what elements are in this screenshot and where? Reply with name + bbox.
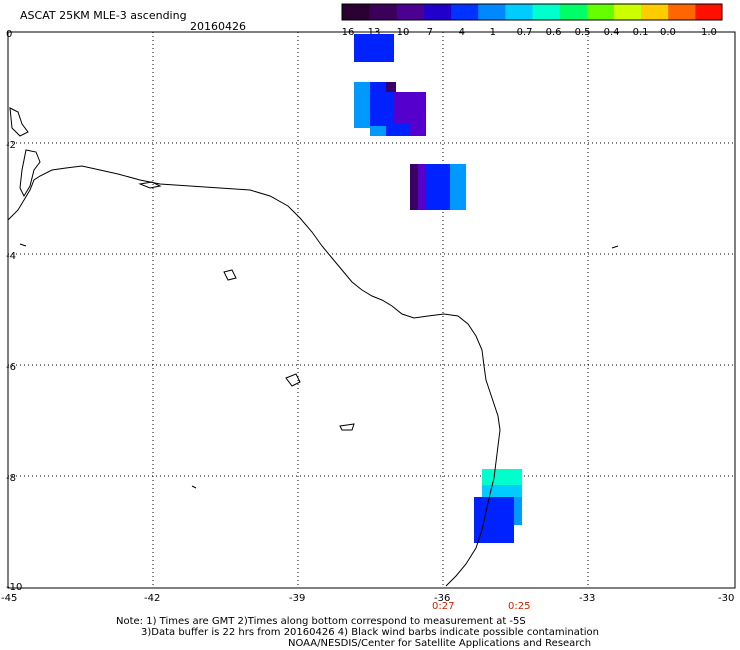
- colorbar: [341, 3, 723, 21]
- island-outline: [339, 423, 355, 431]
- swath-cell: [410, 164, 418, 210]
- swath-cell: [354, 82, 370, 128]
- map-frame: [7, 31, 736, 589]
- swath-cell: [418, 164, 426, 210]
- swath-cell: [394, 92, 410, 124]
- swath-cell: [386, 82, 396, 92]
- note-line-3: NOAA/NESDIS/Center for Satellite Applica…: [288, 638, 592, 649]
- swath-cell: [394, 124, 410, 136]
- swath-cell: [370, 126, 386, 136]
- swath-cell: [426, 164, 450, 210]
- y-tick-label: -10: [6, 582, 22, 593]
- note-line-1: Note: 1) Times are GMT 2)Times along bot…: [116, 616, 526, 627]
- colorbar-segment: [667, 4, 696, 20]
- swath-cell: [386, 92, 396, 136]
- y-tick-label: 0: [6, 29, 12, 40]
- colorbar-segment: [396, 4, 424, 20]
- y-tick-label: -4: [6, 251, 16, 262]
- colorbar-segment: [586, 4, 614, 20]
- time-label-left: 0:27: [432, 601, 454, 612]
- y-tick-label: -6: [6, 362, 16, 373]
- swath-cell: [482, 485, 522, 497]
- colorbar-segment: [694, 4, 723, 20]
- colorbar-segment: [504, 4, 533, 20]
- y-tick-label: -2: [6, 140, 16, 151]
- island-outline: [19, 243, 27, 247]
- island-outline: [19, 149, 41, 198]
- x-axis-labels: -45 -42 -39 -36 -33 -30: [1, 593, 734, 604]
- swath-cell: [354, 34, 394, 62]
- coastline-main: [7, 165, 501, 587]
- colorbar-segment: [613, 4, 642, 20]
- wind-swath-cells: [354, 34, 522, 543]
- colorbar-segment: [423, 4, 452, 20]
- island-outline: [191, 485, 197, 489]
- x-tick-label: -30: [718, 593, 734, 604]
- colorbar-segment: [369, 4, 397, 20]
- x-tick-label: -33: [579, 593, 595, 604]
- island-outline: [9, 107, 29, 137]
- colorbar-segment: [640, 4, 669, 20]
- x-tick-label: -45: [1, 593, 17, 604]
- island-outline: [223, 269, 237, 281]
- colorbar-segment: [532, 4, 560, 20]
- colorbar-segment: [559, 4, 587, 20]
- swath-cell: [410, 92, 426, 136]
- colorbar-segment: [342, 4, 370, 20]
- x-tick-label: -42: [144, 593, 160, 604]
- swath-cell: [482, 469, 522, 485]
- island-outline: [138, 181, 162, 189]
- island-outline: [285, 373, 301, 387]
- colorbar-segment: [477, 4, 506, 20]
- note-line-2: 3)Data buffer is 22 hrs from 20160426 4)…: [141, 627, 599, 638]
- lat-lon-grid: [8, 32, 735, 588]
- swath-cell: [370, 82, 386, 128]
- y-axis-labels: 0 -2 -4 -6 -8 -10: [6, 29, 22, 593]
- x-tick-label: -36: [434, 593, 450, 604]
- product-title: ASCAT 25KM MLE-3 ascending: [20, 9, 187, 22]
- x-tick-label: -39: [289, 593, 305, 604]
- colorbar-segment: [450, 4, 479, 20]
- product-date: 20160426: [190, 20, 246, 33]
- y-tick-label: -8: [6, 473, 16, 484]
- island-outline: [611, 245, 619, 249]
- swath-cell: [450, 164, 466, 210]
- coastline: [7, 107, 619, 587]
- time-label-right: 0:25: [508, 601, 530, 612]
